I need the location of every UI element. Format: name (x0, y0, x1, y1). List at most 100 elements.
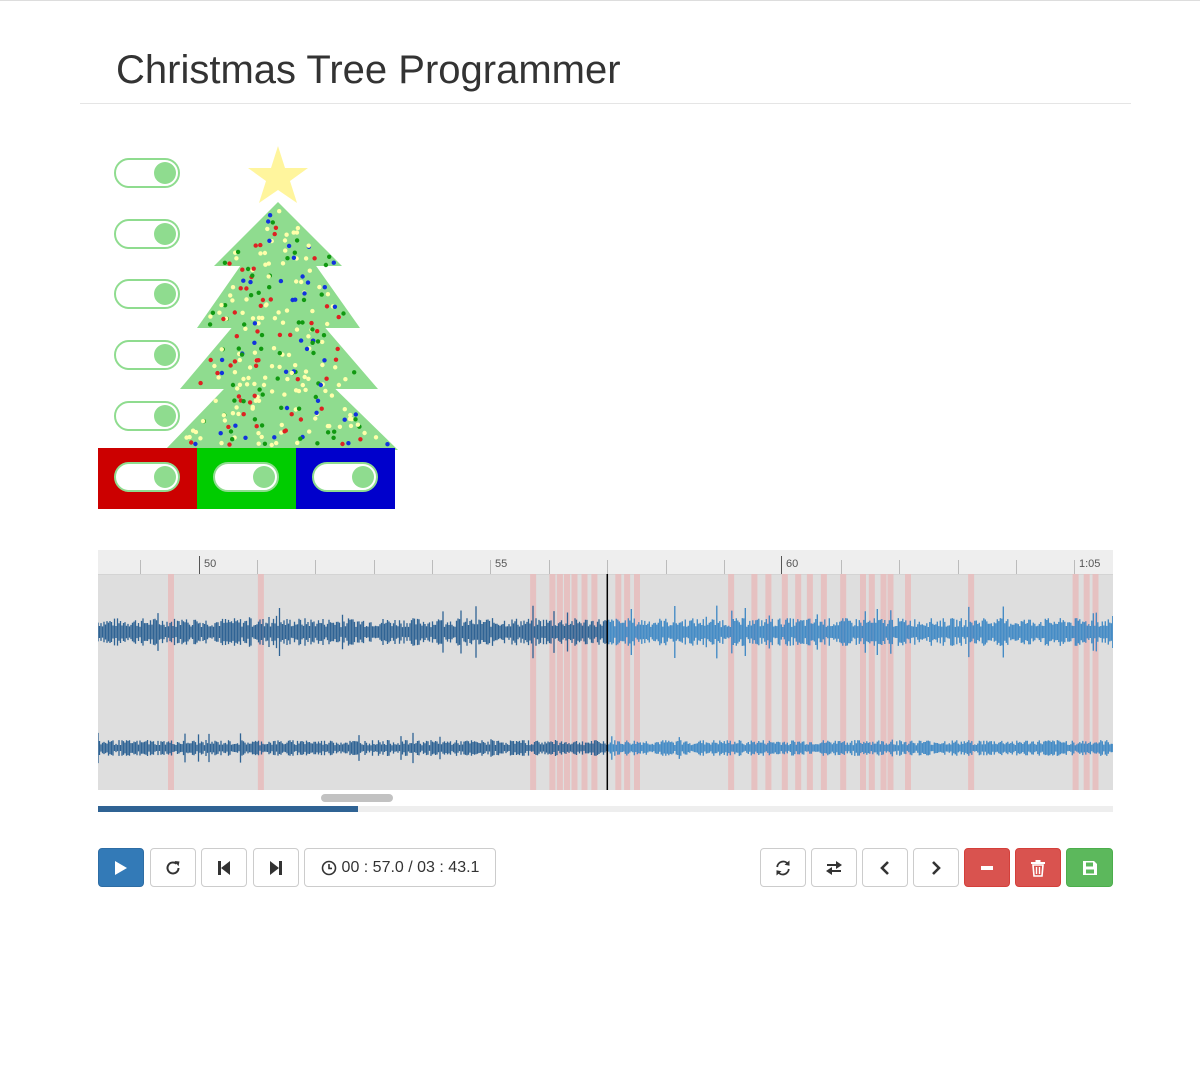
play-icon (115, 860, 127, 875)
save-icon (1082, 860, 1097, 875)
refresh-button[interactable] (760, 848, 806, 887)
tree-light (208, 357, 213, 363)
tree-light (306, 243, 311, 248)
tree-light (342, 407, 347, 412)
tree-light (216, 375, 221, 380)
tree-light (276, 310, 281, 315)
trash-icon (1031, 859, 1045, 877)
green-channel-toggle[interactable] (213, 462, 279, 492)
toggle-knob (154, 162, 176, 184)
timeline-ruler: 50 60 55 1:05 (98, 550, 1113, 575)
replay-button[interactable] (150, 848, 196, 887)
tree-light (253, 243, 258, 248)
tree-light (325, 292, 331, 297)
tree-light (307, 429, 312, 434)
skip-back-icon (218, 860, 230, 875)
tree-light (189, 440, 194, 445)
blue-channel-toggle[interactable] (312, 462, 378, 492)
tree-light (269, 364, 275, 369)
light-marker (751, 574, 758, 790)
tree-light (293, 363, 298, 368)
play-button[interactable] (98, 848, 144, 887)
tree-light (353, 417, 358, 422)
tree-light (251, 266, 256, 271)
tree-tier-middle (180, 273, 378, 389)
tree-light (311, 350, 316, 356)
timeline-label-50: 50 (204, 558, 217, 570)
delete-button[interactable] (1015, 848, 1061, 887)
tree-light (333, 357, 339, 362)
section-2-toggle[interactable] (114, 219, 180, 249)
tree-light (322, 285, 327, 290)
tree-light (304, 346, 310, 352)
tree-light (257, 387, 262, 392)
tree-light (252, 381, 257, 387)
waveform-panel[interactable]: 50 60 55 1:05 (98, 550, 1113, 790)
save-button[interactable] (1066, 848, 1113, 887)
tree-light (315, 398, 321, 403)
ruler-tick (1016, 560, 1017, 574)
light-marker (905, 574, 911, 790)
tree-light (321, 333, 327, 338)
tree-light (270, 220, 275, 225)
tree-light (234, 334, 239, 339)
tree-light (300, 382, 305, 388)
tree-light (298, 338, 304, 343)
tree-light (277, 332, 283, 338)
waveform[interactable] (98, 574, 1113, 790)
light-marker (257, 574, 264, 790)
skip-back-button[interactable] (201, 848, 247, 887)
tree-light (247, 400, 253, 405)
section-5-toggle[interactable] (114, 401, 180, 431)
tree-light (193, 441, 198, 447)
tree-light (266, 261, 271, 266)
remove-button[interactable] (964, 848, 1010, 887)
red-channel-toggle[interactable] (114, 462, 180, 492)
tree-light (315, 441, 320, 446)
time-display: 00 : 57.0 / 03 : 43.1 (304, 848, 496, 887)
tree-light (222, 260, 228, 265)
tree-light (266, 274, 271, 279)
light-marker (1092, 574, 1099, 790)
skip-forward-icon (270, 860, 282, 875)
tree-light (333, 365, 338, 370)
tree-light (277, 350, 282, 356)
section-1-toggle[interactable] (114, 158, 180, 188)
tree-light (337, 424, 343, 429)
tree-light (315, 329, 320, 334)
tree-light (332, 304, 338, 309)
tree-light (336, 382, 342, 388)
timeline-label-55: 55 (495, 558, 508, 570)
scrollbar-thumb[interactable] (321, 794, 393, 802)
tree-light (263, 262, 268, 267)
waveform-scrollbar[interactable] (98, 790, 1113, 805)
skip-forward-button[interactable] (253, 848, 299, 887)
swap-button[interactable] (811, 848, 857, 887)
light-marker (168, 574, 174, 790)
tree-light (293, 407, 298, 412)
tree-light (252, 350, 258, 355)
light-marker (820, 574, 827, 790)
tree-light (285, 376, 290, 382)
tree-light (234, 405, 239, 410)
light-marker (564, 574, 570, 790)
light-marker (868, 574, 875, 790)
tree-light (219, 302, 224, 308)
tree-tier-top (214, 202, 342, 266)
section-3-toggle[interactable] (114, 279, 180, 309)
tree-light (286, 243, 292, 249)
section-4-toggle[interactable] (114, 340, 180, 370)
tree-light (295, 225, 301, 231)
tree-light (272, 231, 277, 237)
previous-button[interactable] (862, 848, 908, 887)
ruler-tick (257, 560, 258, 574)
light-marker (840, 574, 847, 790)
tree-light (230, 298, 235, 303)
tree-light (262, 250, 268, 256)
tree-light (198, 436, 203, 441)
tree-light (285, 256, 290, 261)
tree-light (283, 248, 288, 253)
playback-progress (98, 806, 1113, 812)
next-button[interactable] (913, 848, 959, 887)
tree-light (279, 422, 284, 428)
